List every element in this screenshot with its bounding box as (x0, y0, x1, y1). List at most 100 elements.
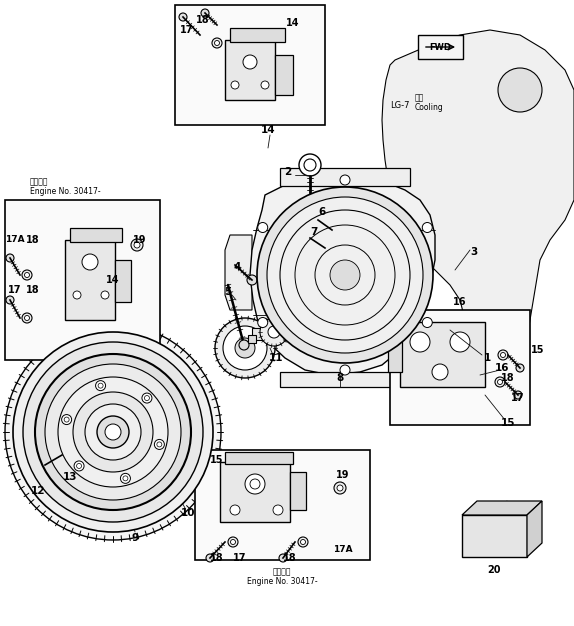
Text: 5: 5 (224, 287, 232, 297)
Text: 18: 18 (26, 235, 40, 245)
Circle shape (340, 175, 350, 185)
Circle shape (304, 159, 316, 171)
Circle shape (327, 225, 337, 235)
Circle shape (25, 272, 29, 277)
Polygon shape (462, 501, 542, 515)
Text: 19: 19 (133, 235, 147, 245)
Bar (388, 334, 402, 372)
Text: Cooling: Cooling (415, 103, 444, 113)
Bar (175, 5, 325, 125)
Text: 15: 15 (501, 418, 515, 428)
Circle shape (212, 38, 222, 48)
Circle shape (498, 350, 508, 360)
Circle shape (45, 364, 181, 500)
Circle shape (22, 313, 32, 323)
Circle shape (231, 540, 235, 545)
Text: 3: 3 (470, 247, 478, 257)
Text: 17A: 17A (333, 545, 353, 555)
Bar (290, 472, 306, 510)
Circle shape (432, 364, 448, 380)
Text: 2: 2 (284, 167, 292, 177)
Circle shape (273, 505, 283, 515)
Text: 14: 14 (286, 18, 300, 28)
Text: 17A: 17A (5, 235, 25, 245)
Circle shape (105, 424, 121, 440)
Text: 18: 18 (210, 553, 224, 563)
Circle shape (96, 381, 106, 391)
Circle shape (501, 352, 506, 357)
Text: 1: 1 (483, 353, 491, 363)
Text: 水管: 水管 (415, 93, 424, 103)
Circle shape (131, 239, 143, 251)
Circle shape (422, 317, 432, 327)
Circle shape (73, 291, 81, 299)
Circle shape (337, 485, 343, 491)
Circle shape (231, 81, 239, 89)
Text: 20: 20 (487, 565, 501, 575)
Circle shape (340, 365, 350, 375)
Circle shape (268, 326, 280, 338)
Circle shape (330, 260, 360, 290)
Circle shape (85, 404, 141, 460)
Circle shape (61, 414, 72, 424)
Circle shape (243, 55, 257, 69)
Text: 16: 16 (495, 363, 509, 373)
Bar (195, 450, 370, 560)
Circle shape (257, 187, 433, 363)
Text: 18: 18 (196, 15, 210, 25)
Circle shape (498, 379, 502, 384)
Circle shape (145, 396, 149, 401)
Polygon shape (527, 501, 542, 557)
Text: 17: 17 (511, 393, 525, 403)
Text: 10: 10 (181, 508, 195, 518)
Text: 15: 15 (532, 345, 545, 355)
Circle shape (279, 554, 287, 562)
Bar (280, 372, 410, 387)
Text: Engine No. 30417-: Engine No. 30417- (30, 188, 100, 197)
Circle shape (298, 537, 308, 547)
Polygon shape (250, 178, 435, 375)
Circle shape (223, 326, 267, 370)
Circle shape (299, 154, 321, 176)
Text: 4: 4 (233, 262, 241, 272)
Text: 9: 9 (131, 533, 138, 543)
Circle shape (13, 332, 213, 532)
Circle shape (215, 41, 219, 46)
Bar (248, 335, 256, 343)
Text: 8: 8 (336, 373, 344, 383)
Text: LG-7: LG-7 (390, 101, 409, 110)
Circle shape (320, 243, 330, 253)
Circle shape (98, 383, 103, 388)
Text: 11: 11 (269, 353, 283, 363)
Text: 18: 18 (501, 373, 515, 383)
Circle shape (58, 377, 168, 487)
Circle shape (267, 197, 423, 353)
Bar (280, 168, 410, 186)
Text: 18: 18 (26, 285, 40, 295)
Bar (252, 328, 280, 340)
Circle shape (35, 354, 191, 510)
Circle shape (239, 340, 249, 350)
Circle shape (6, 254, 14, 262)
Text: 19: 19 (336, 470, 350, 480)
Text: Engine No. 30417-: Engine No. 30417- (247, 578, 317, 587)
Text: 16: 16 (453, 297, 467, 307)
Bar (5, 200, 160, 360)
Text: 18: 18 (283, 553, 297, 563)
Circle shape (422, 222, 432, 232)
Circle shape (76, 463, 82, 468)
Circle shape (215, 318, 275, 378)
Circle shape (74, 461, 84, 471)
Bar (220, 462, 290, 522)
Circle shape (206, 554, 214, 562)
Circle shape (260, 318, 288, 346)
Circle shape (230, 505, 240, 515)
Text: 适用号码: 适用号码 (30, 178, 48, 187)
Circle shape (201, 9, 209, 17)
Circle shape (64, 417, 69, 422)
Text: 14: 14 (106, 275, 120, 285)
Bar (400, 322, 485, 387)
Circle shape (261, 81, 269, 89)
Circle shape (235, 338, 255, 358)
Text: 13: 13 (63, 472, 77, 482)
